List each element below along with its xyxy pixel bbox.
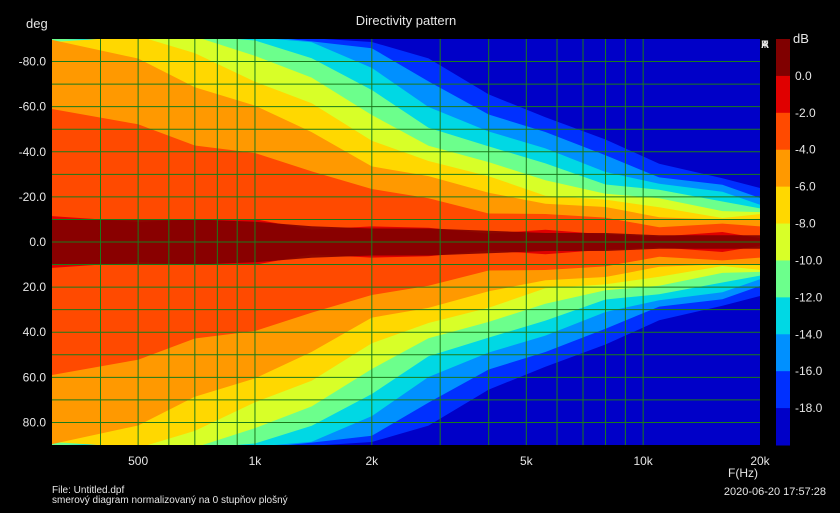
colorbar-label: 0.0	[795, 69, 812, 83]
colorbar-label: -2.0	[795, 106, 816, 120]
y-tick-label: -40.0	[19, 145, 47, 159]
side-letter: A	[761, 39, 769, 51]
timestamp: 2020-06-20 17:57:28	[723, 486, 826, 498]
colorbar-label: -8.0	[795, 217, 816, 231]
colorbar-segment	[776, 149, 790, 188]
y-tick-label: -60.0	[19, 100, 47, 114]
x-tick-label: 5k	[520, 454, 534, 468]
file-name: File: Untitled.dpf	[52, 485, 125, 496]
y-tick-label: 0.0	[29, 235, 46, 249]
side-letter: T	[761, 39, 769, 51]
colorbar-segment	[776, 223, 790, 261]
colorbar-label: -10.0	[795, 253, 823, 267]
colorbar	[776, 39, 790, 446]
colorbar-label: -14.0	[795, 327, 823, 341]
colorbar-label: -16.0	[795, 364, 823, 378]
colorbar-labels: 0.0 -2.0 -4.0 -6.0 -8.0 -10.0 -12.0 -14.0 -16.0 -…	[795, 69, 823, 415]
x-tick-label: 500	[128, 454, 148, 468]
grid-lines	[52, 39, 760, 445]
colorbar-segment	[776, 371, 790, 409]
x-tick-labels: 500 1k 2k 5k 10k 20k	[128, 454, 771, 468]
colorbar-segment	[776, 186, 790, 225]
colorbar-label: -4.0	[795, 143, 816, 157]
y-tick-label: 40.0	[23, 325, 47, 339]
side-letter: R	[761, 39, 769, 51]
colorbar-segment	[776, 297, 790, 335]
side-letter: A	[761, 39, 769, 51]
colorbar-segment	[776, 334, 790, 372]
file-description: smerový diagram normalizovaný na 0 stupň…	[52, 495, 288, 506]
colorbar-label: -18.0	[795, 401, 823, 415]
x-axis-label: F(Hz)	[728, 466, 758, 480]
x-tick-label: 10k	[633, 454, 653, 468]
colorbar-segment	[776, 39, 790, 77]
y-tick-label: 20.0	[23, 280, 47, 294]
y-tick-label: 80.0	[23, 415, 47, 429]
colorbar-unit: dB	[793, 31, 809, 46]
y-axis-label: deg	[26, 16, 48, 31]
y-tick-label: -20.0	[19, 190, 47, 204]
colorbar-segment	[776, 75, 790, 114]
colorbar-segment	[776, 112, 790, 151]
y-tick-label: 60.0	[23, 370, 47, 384]
y-tick-label: -80.0	[19, 55, 47, 69]
y-tick-labels: -80.0 -60.0 -40.0 -20.0 0.0 20.0 40.0 60.0 80.0	[19, 55, 47, 430]
x-tick-label: 2k	[365, 454, 379, 468]
colorbar-segment	[776, 260, 790, 298]
chart-title: Directivity pattern	[355, 13, 457, 28]
x-tick-label: 20k	[750, 454, 770, 468]
colorbar-label: -12.0	[795, 290, 823, 304]
colorbar-segment	[776, 408, 790, 446]
colorbar-label: -6.0	[795, 180, 816, 194]
x-tick-label: 1k	[249, 454, 263, 468]
